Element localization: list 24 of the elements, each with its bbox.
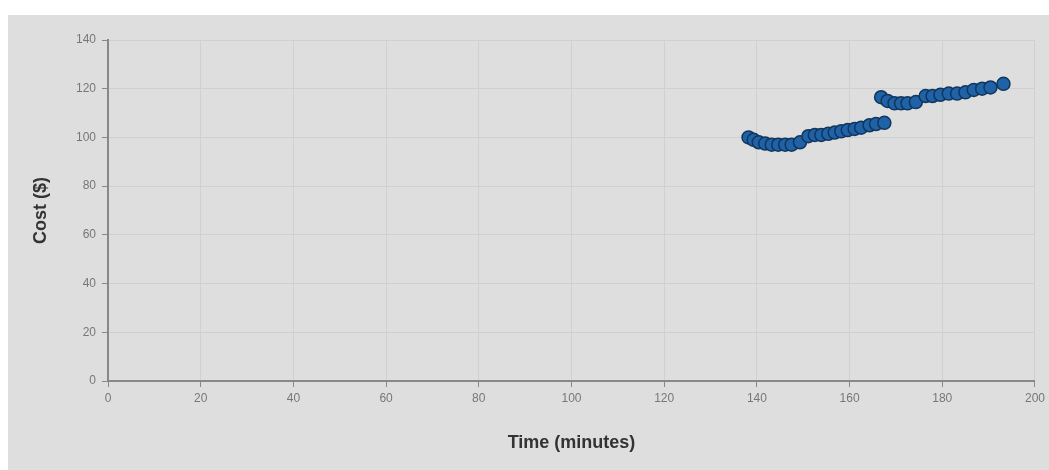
- y-tick-label: 40: [82, 275, 97, 290]
- x-tick-label: 140: [746, 390, 768, 405]
- x-tick-label: 40: [286, 390, 301, 405]
- x-tick-label: 20: [194, 390, 208, 405]
- x-tick-label: 80: [472, 390, 486, 405]
- y-tick-label: 80: [82, 178, 97, 193]
- x-tick-label: 160: [839, 390, 860, 405]
- y-tick-label: 60: [82, 227, 97, 242]
- x-tick-label: 120: [654, 390, 675, 405]
- point: [877, 115, 892, 131]
- point: [983, 80, 998, 95]
- x-tick-label: 200: [1024, 390, 1046, 405]
- y-tick-label: 0: [89, 373, 97, 388]
- x-tick-label: 60: [379, 390, 394, 405]
- y-tick-label: 140: [75, 32, 97, 47]
- x-axis-title: Time (minutes): [507, 432, 636, 453]
- point: [996, 76, 1011, 92]
- y-tick-label: 100: [75, 129, 97, 144]
- y-axis-title: Cost ($): [29, 177, 50, 244]
- x-tick-label: 0: [104, 390, 112, 405]
- x-tick-label: 100: [561, 390, 582, 405]
- x-tick-label: 180: [932, 390, 953, 405]
- y-tick-label: 20: [82, 324, 97, 339]
- y-tick-label: 120: [75, 81, 97, 96]
